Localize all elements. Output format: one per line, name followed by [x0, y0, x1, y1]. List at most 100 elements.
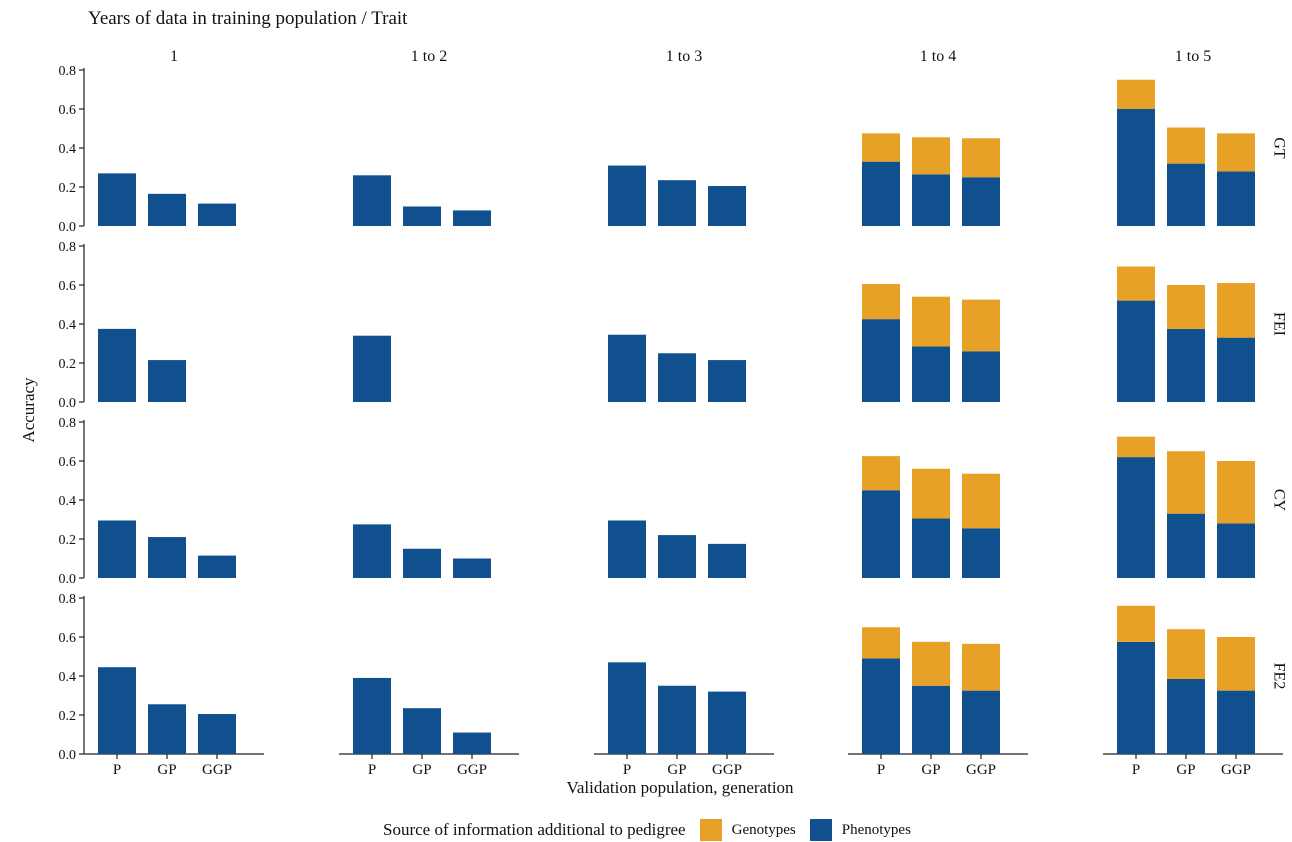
bar-genotypes [862, 456, 900, 491]
bar-phenotypes [98, 520, 136, 578]
bar-phenotypes [1217, 690, 1255, 754]
bar-phenotypes [1117, 109, 1155, 226]
bar-genotypes [912, 641, 950, 686]
legend-title: Source of information additional to pedi… [383, 820, 686, 839]
x-tick-label: GP [1176, 762, 1195, 778]
bar-phenotypes [1217, 337, 1255, 402]
bar-genotypes [962, 138, 1000, 178]
bar-phenotypes [658, 353, 696, 402]
bar-phenotypes [148, 704, 186, 754]
bar-genotypes [912, 296, 950, 347]
bar-phenotypes [98, 173, 136, 226]
legend-label-genotypes: Genotypes [731, 821, 796, 838]
row-facet-label: FEI [1270, 312, 1287, 336]
bar-genotypes [1117, 436, 1155, 458]
column-facet-label: 1 to 2 [411, 48, 447, 65]
x-tick-label: GP [667, 762, 686, 778]
bar-phenotypes [98, 328, 136, 402]
bar-genotypes [1217, 133, 1255, 172]
y-tick-label: 0.8 [59, 592, 77, 607]
y-tick-label: 0.4 [59, 318, 77, 333]
row-facet-label: FE2 [1270, 663, 1287, 690]
x-tick-label: P [368, 762, 376, 778]
bar-phenotypes [658, 180, 696, 226]
bar-phenotypes [403, 708, 441, 754]
bar-genotypes [1167, 127, 1205, 164]
chart-title: Years of data in training population / T… [88, 8, 408, 29]
bar-genotypes [1167, 451, 1205, 514]
bar-phenotypes [658, 685, 696, 754]
legend-swatch-genotypes [699, 819, 722, 841]
bar-genotypes [1167, 629, 1205, 679]
bar-phenotypes [1167, 513, 1205, 578]
x-tick-label: GGP [712, 762, 742, 778]
bar-phenotypes [1117, 641, 1155, 754]
column-facet-label: 1 to 3 [666, 48, 702, 65]
bar-phenotypes [1167, 678, 1205, 754]
y-tick-label: 0.8 [59, 64, 77, 79]
bar-genotypes [1117, 266, 1155, 301]
bar-phenotypes [962, 177, 1000, 226]
x-tick-label: GGP [966, 762, 996, 778]
y-tick-label: 0.6 [59, 103, 77, 118]
bar-phenotypes [708, 360, 746, 402]
y-tick-label: 0.0 [59, 220, 77, 235]
y-tick-label: 0.2 [59, 181, 77, 196]
bar-phenotypes [608, 520, 646, 578]
bar-genotypes [912, 137, 950, 175]
bar-phenotypes [148, 537, 186, 578]
bar-phenotypes [862, 658, 900, 754]
bar-phenotypes [608, 662, 646, 754]
y-tick-label: 0.6 [59, 631, 77, 646]
bar-phenotypes [453, 558, 491, 578]
bar-phenotypes [198, 714, 236, 754]
bar-phenotypes [708, 691, 746, 754]
y-tick-label: 0.4 [59, 494, 77, 509]
bar-phenotypes [912, 174, 950, 226]
bar-phenotypes [1117, 457, 1155, 578]
y-tick-label: 0.0 [59, 572, 77, 587]
bar-phenotypes [608, 334, 646, 402]
bar-genotypes [1217, 461, 1255, 524]
bar-phenotypes [658, 535, 696, 578]
bar-phenotypes [148, 360, 186, 402]
column-facet-label: 1 [170, 48, 178, 65]
x-tick-label: P [877, 762, 885, 778]
bar-phenotypes [1167, 163, 1205, 226]
bar-phenotypes [453, 732, 491, 754]
y-tick-label: 0.8 [59, 416, 77, 431]
x-tick-label: GP [921, 762, 940, 778]
bar-genotypes [1167, 285, 1205, 329]
x-tick-label: GGP [1221, 762, 1251, 778]
bar-genotypes [1117, 605, 1155, 642]
bar-phenotypes [1167, 328, 1205, 402]
legend-swatch-phenotypes [809, 819, 832, 841]
bar-genotypes [962, 473, 1000, 529]
bar-phenotypes [862, 161, 900, 226]
bar-genotypes [912, 468, 950, 519]
bar-phenotypes [862, 490, 900, 578]
y-tick-label: 0.6 [59, 279, 77, 294]
row-facet-label: GT [1270, 137, 1287, 159]
y-tick-label: 0.0 [59, 396, 77, 411]
bar-phenotypes [862, 319, 900, 402]
bar-genotypes [862, 133, 900, 162]
y-tick-label: 0.4 [59, 670, 77, 685]
bar-phenotypes [353, 335, 391, 402]
bar-genotypes [862, 284, 900, 320]
y-tick-label: 0.2 [59, 357, 77, 372]
bar-phenotypes [353, 175, 391, 226]
bar-genotypes [862, 627, 900, 659]
column-facet-label: 1 to 5 [1175, 48, 1211, 65]
column-facet-label: 1 to 4 [920, 48, 956, 65]
x-tick-label: P [1132, 762, 1140, 778]
bar-phenotypes [608, 165, 646, 226]
bar-phenotypes [708, 186, 746, 226]
bar-phenotypes [912, 685, 950, 754]
bar-genotypes [1217, 283, 1255, 338]
bar-genotypes [1117, 79, 1155, 109]
y-tick-label: 0.6 [59, 455, 77, 470]
bar-phenotypes [148, 193, 186, 226]
bar-genotypes [962, 643, 1000, 691]
bar-phenotypes [708, 543, 746, 578]
